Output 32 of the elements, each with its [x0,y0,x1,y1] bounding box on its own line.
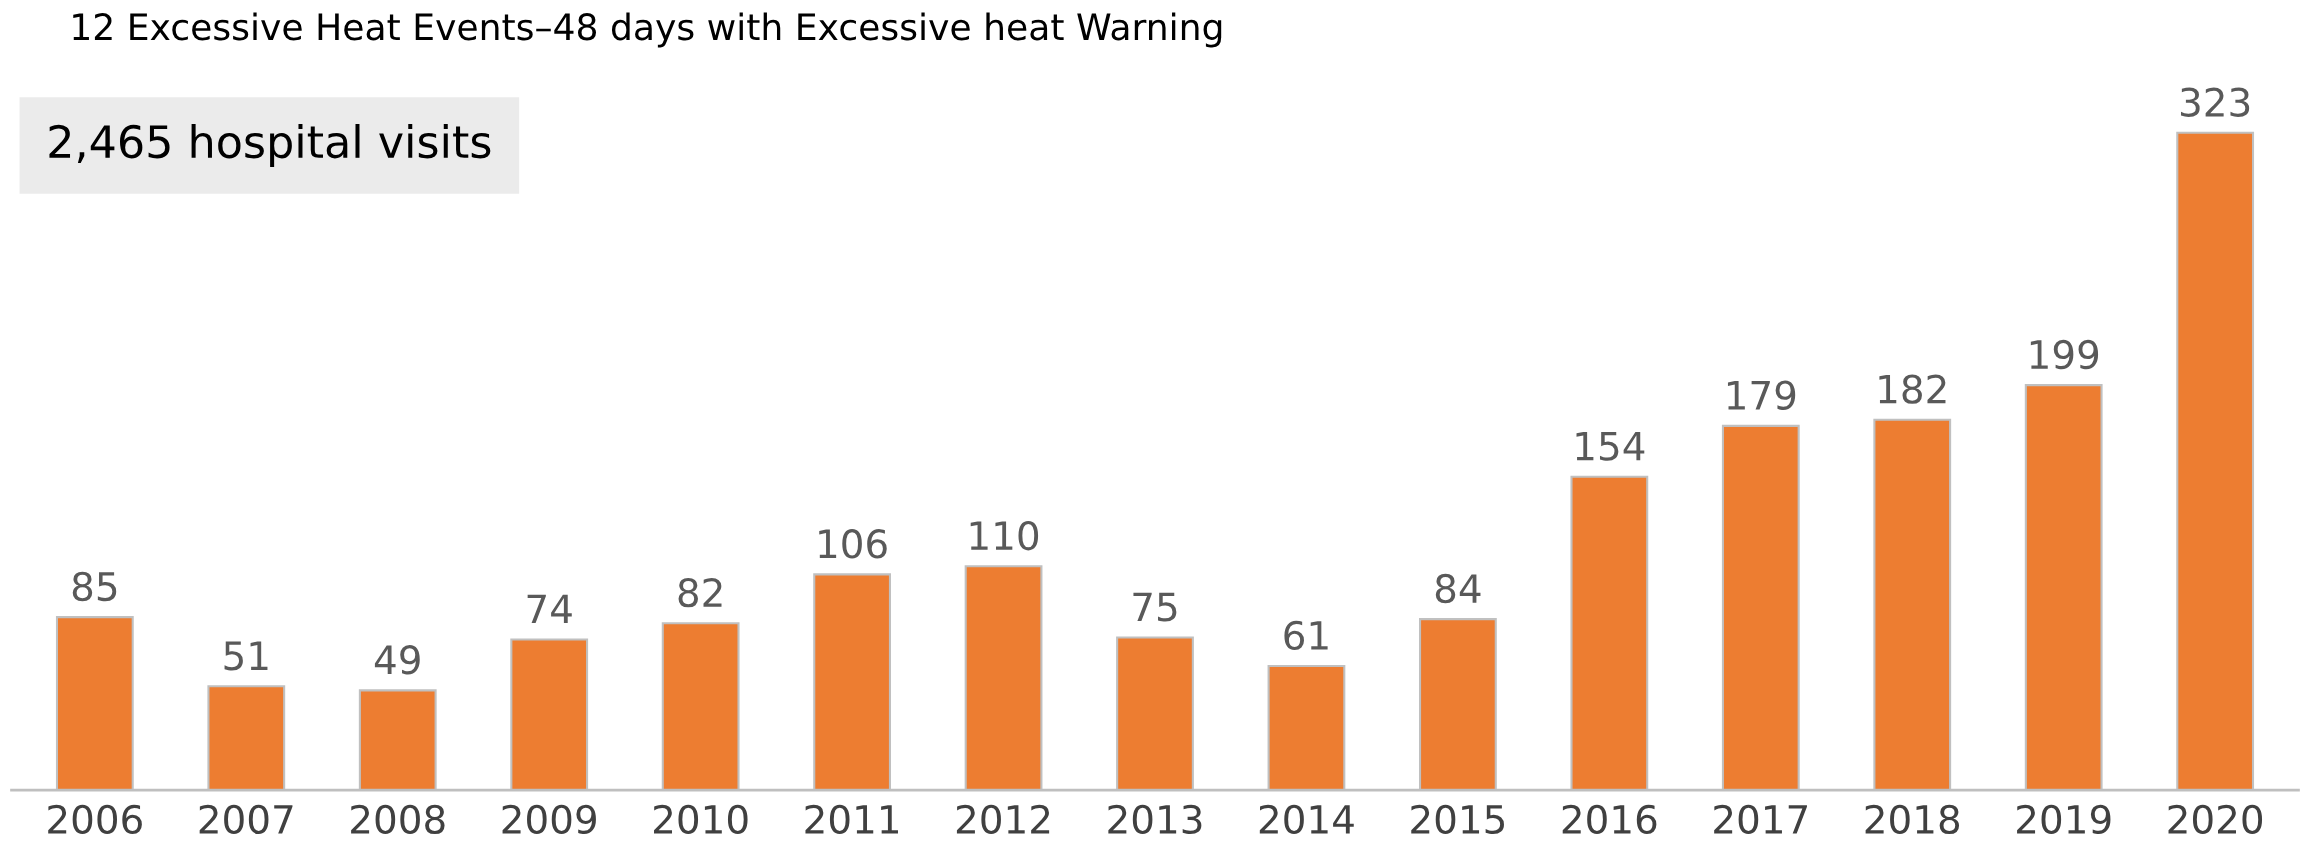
x-tick-label: 2019 [2017,804,2111,835]
x-tick-label: 2009 [502,804,596,835]
x-tick-label: 2011 [805,804,898,835]
x-tick-label: 2010 [654,804,748,835]
data-label: 74 [527,594,572,624]
x-tick-label: 2007 [199,804,293,835]
data-label: 110 [970,520,1039,551]
chart-title: 12 Excessive Heat Events–48 days with Excessive heat Warning [73,12,1222,48]
x-tick-label: 2006 [48,804,142,835]
data-label: 106 [819,529,887,559]
x-tick-label: 2015 [1411,804,1504,835]
data-label: 179 [1727,380,1796,410]
data-label: 84 [1435,573,1481,604]
x-tick-label: 2012 [956,804,1050,835]
data-label: 51 [224,641,268,671]
annotation: 2,465 hospital visits [49,124,491,168]
data-label: 182 [1879,374,1946,404]
data-label: 49 [374,645,420,675]
data-label: 323 [2181,87,2250,117]
data-label: 75 [1133,592,1177,622]
x-tick-label: 2018 [1865,804,1960,835]
x-tick-label: 2016 [1562,804,1657,835]
data-label: 154 [1576,431,1645,461]
x-tick-label: 2017 [1714,804,1807,835]
data-label: 61 [1284,620,1328,651]
x-tick-label: 2020 [2168,804,2263,835]
x-tick-label: 2008 [351,804,445,835]
data-label: 199 [2030,339,2099,370]
data-label: 82 [678,577,722,608]
x-tick-label: 2014 [1259,804,1354,835]
x-tick-label: 2013 [1108,804,1202,835]
data-label: 85 [72,571,117,602]
